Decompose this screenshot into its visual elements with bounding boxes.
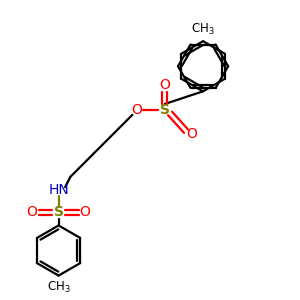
Text: O: O — [80, 205, 91, 219]
Text: S: S — [54, 205, 64, 219]
Text: O: O — [131, 103, 142, 118]
Text: HN: HN — [48, 183, 69, 197]
Text: CH$_3$: CH$_3$ — [191, 22, 215, 37]
Text: O: O — [27, 205, 38, 219]
Text: O: O — [186, 127, 197, 141]
Text: O: O — [159, 78, 170, 92]
Text: S: S — [160, 103, 170, 118]
Text: CH$_3$: CH$_3$ — [47, 280, 70, 295]
